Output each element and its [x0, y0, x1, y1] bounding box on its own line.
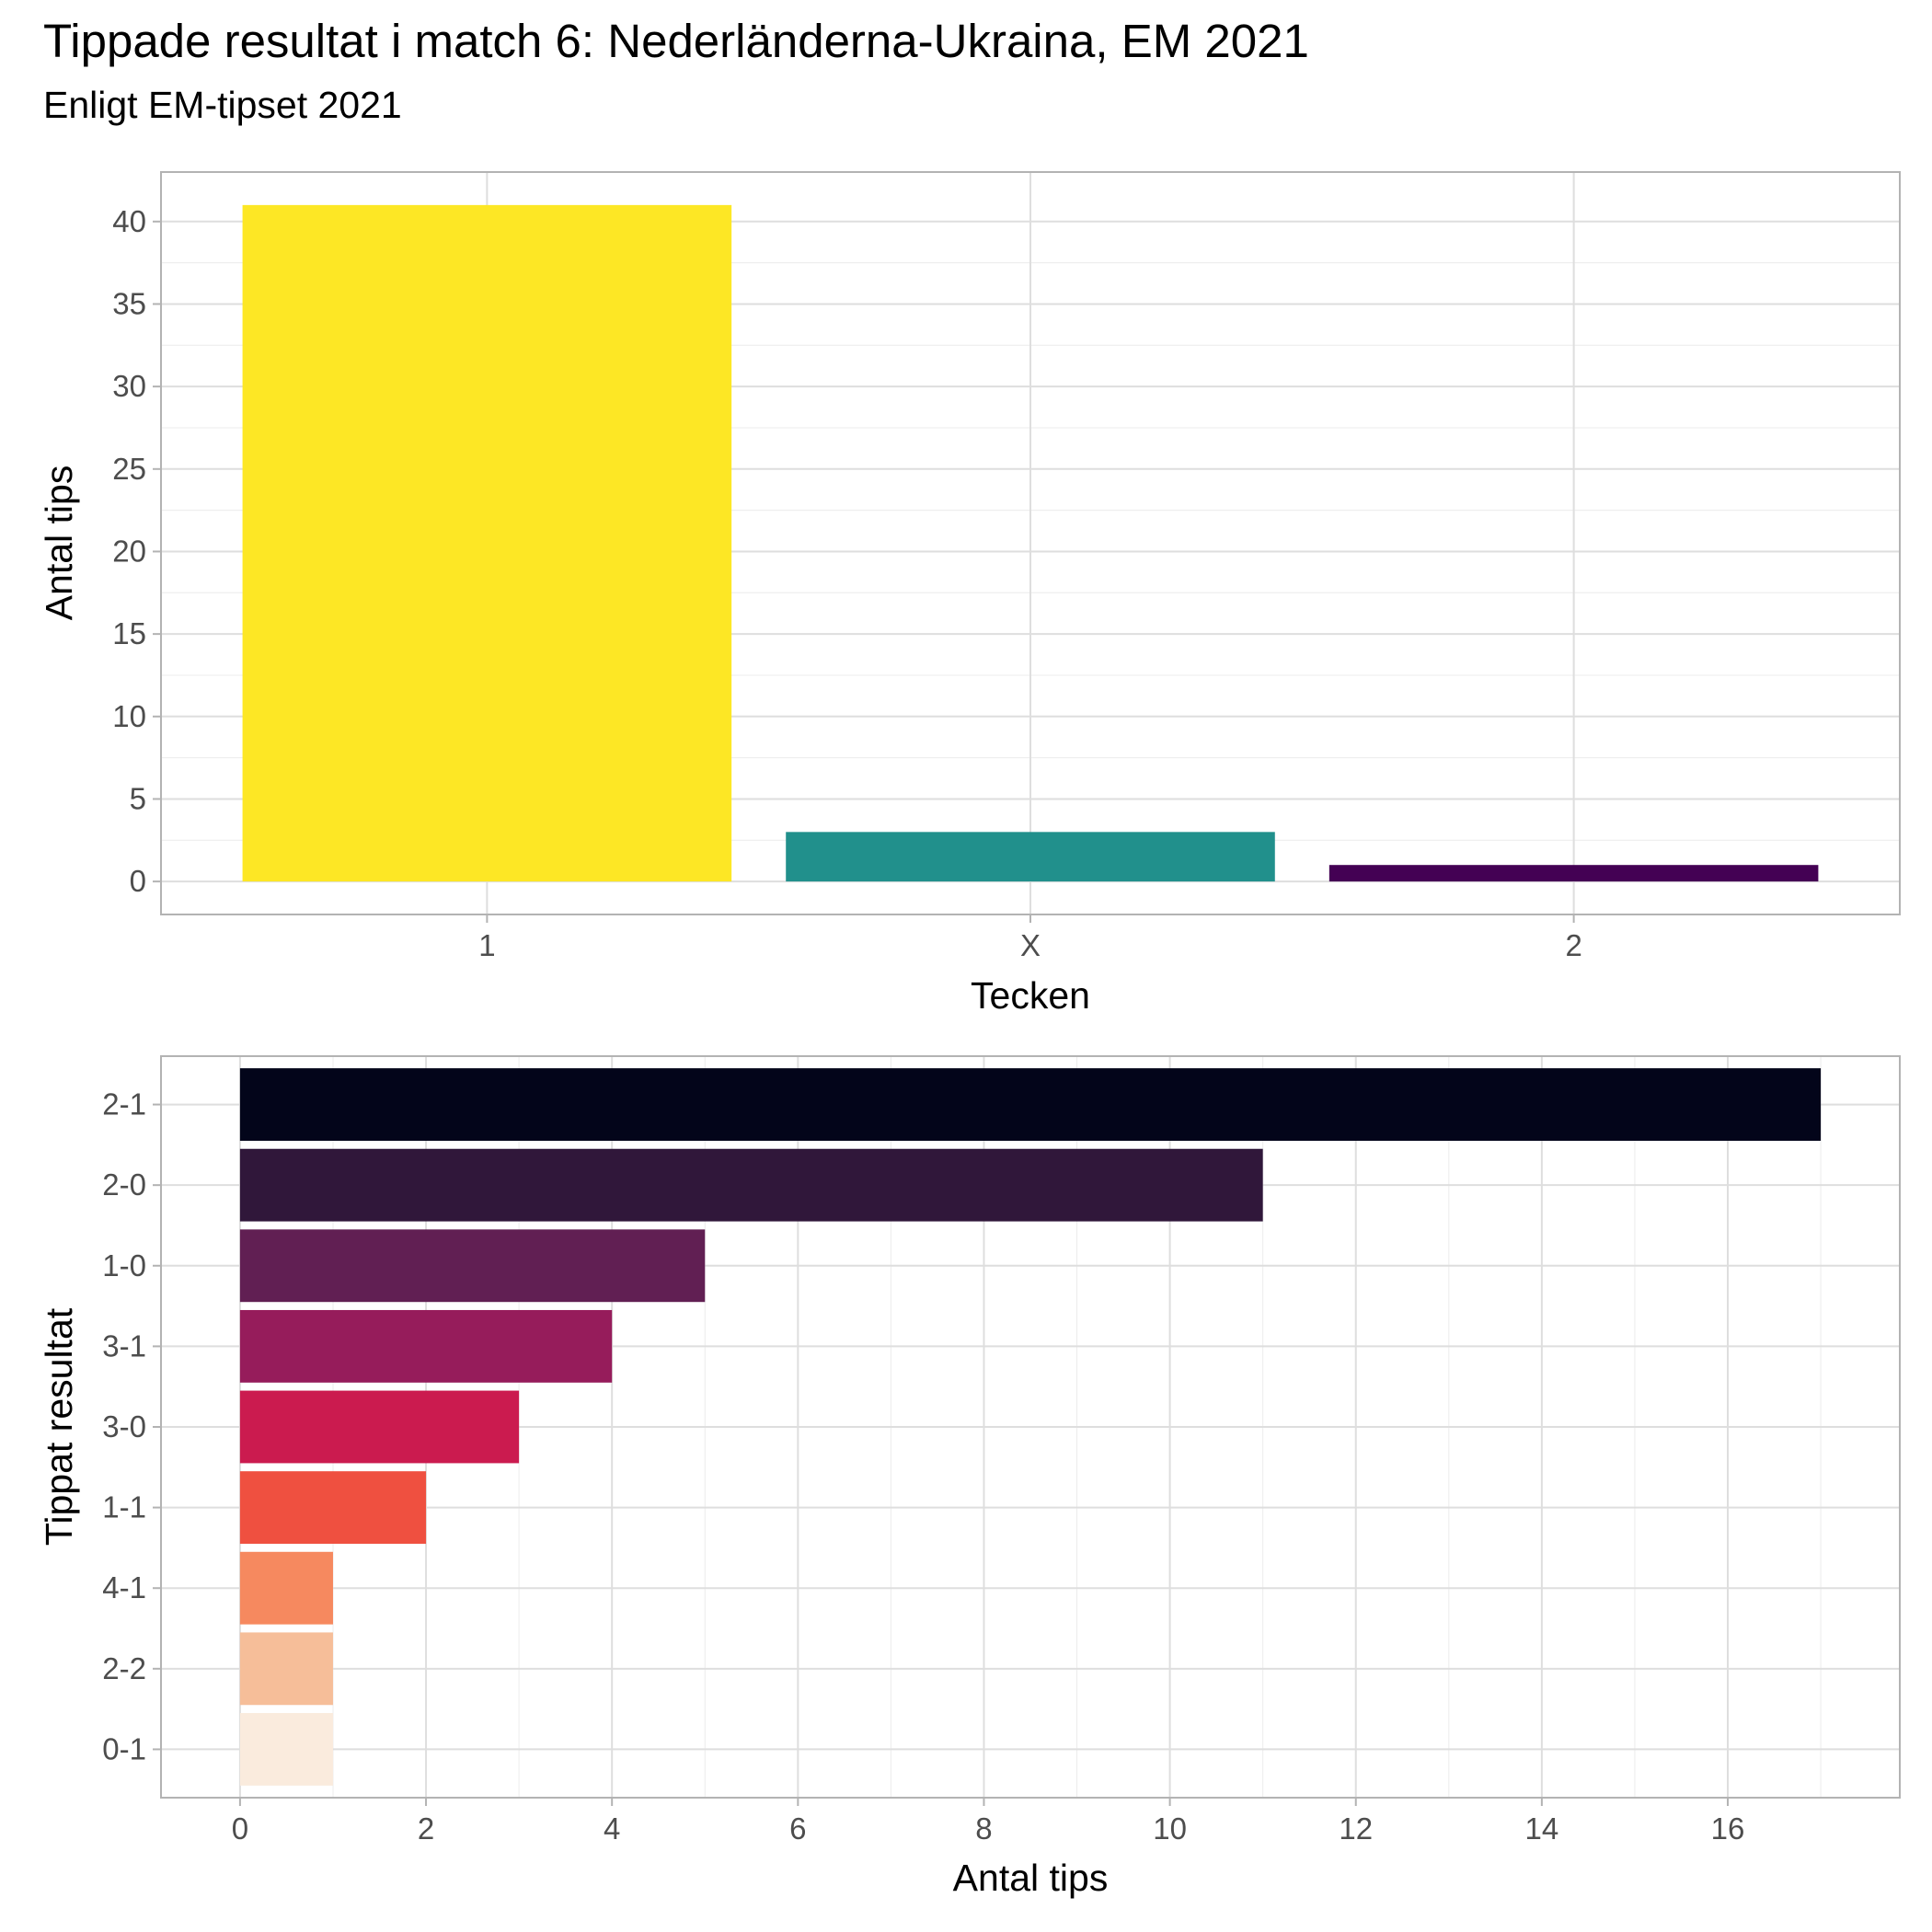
bottom-y-tick-label: 4-1 — [102, 1570, 146, 1604]
top-y-tick-label: 35 — [112, 286, 146, 320]
bottom-y-tick-label: 3-0 — [102, 1409, 146, 1443]
bottom-axes: 0 2 4 6 8 10 12 14 16 2-1 2-0 1-0 3-1 3-0 1-1 4-1 2-2 0-1 — [102, 1087, 1744, 1846]
top-y-tick-label: 20 — [112, 534, 146, 568]
bottom-x-tick-label: 12 — [1339, 1811, 1373, 1846]
top-y-axis-title: Antal tips — [38, 466, 80, 621]
bottom-bar-chart: 0 2 4 6 8 10 12 14 16 2-1 2-0 1-0 3-1 3-0 1-1 4-1 2-2 0-1… — [38, 1055, 1901, 1899]
chart-subtitle: Enligt EM-tipset 2021 — [43, 84, 402, 126]
top-x-tick-label: 1 — [478, 928, 495, 962]
bottom-x-tick-label: 0 — [232, 1811, 248, 1846]
bottom-y-tick-label: 1-1 — [102, 1490, 146, 1524]
bottom-bar — [239, 1551, 333, 1625]
top-y-tick-label: 15 — [112, 616, 146, 650]
bottom-bars — [239, 1068, 1822, 1786]
bottom-bar — [239, 1390, 520, 1464]
bottom-x-tick-label: 2 — [418, 1811, 434, 1846]
bottom-x-tick-label: 16 — [1711, 1811, 1745, 1846]
top-y-tick-label: 5 — [130, 781, 146, 815]
top-axes: 0 5 10 15 20 25 30 35 40 1 X 2 — [112, 204, 1582, 962]
top-bar — [242, 204, 732, 882]
bottom-x-tick-label: 6 — [789, 1811, 806, 1846]
top-y-tick-label: 0 — [130, 864, 146, 898]
bottom-y-tick-label: 1-0 — [102, 1248, 146, 1282]
bottom-bar — [239, 1632, 333, 1706]
bottom-x-tick-label: 10 — [1153, 1811, 1187, 1846]
bottom-bar — [239, 1229, 706, 1303]
bottom-x-tick-label: 4 — [604, 1811, 620, 1846]
bottom-y-axis-title: Tippat resultat — [38, 1307, 80, 1546]
top-y-tick-label: 30 — [112, 369, 146, 403]
top-bars — [242, 204, 1819, 882]
bottom-bar — [239, 1309, 613, 1383]
bottom-y-tick-label: 2-1 — [102, 1087, 146, 1121]
bottom-x-tick-label: 14 — [1525, 1811, 1559, 1846]
bottom-bar — [239, 1148, 1263, 1222]
bottom-bar — [239, 1068, 1822, 1141]
top-bar-chart: 0 5 10 15 20 25 30 35 40 1 X 2 Tecken Antal tips — [38, 171, 1901, 1017]
top-y-tick-label: 25 — [112, 452, 146, 486]
bottom-bar — [239, 1713, 333, 1786]
top-bar — [1328, 865, 1819, 882]
bottom-y-tick-label: 2-2 — [102, 1651, 146, 1685]
top-y-tick-label: 40 — [112, 204, 146, 238]
chart-title: Tippade resultat i match 6: Nederländern… — [43, 15, 1309, 67]
bottom-y-tick-label: 3-1 — [102, 1328, 146, 1363]
bottom-y-tick-label: 0-1 — [102, 1731, 146, 1765]
top-x-tick-label: 2 — [1565, 928, 1581, 962]
bottom-x-tick-label: 8 — [975, 1811, 992, 1846]
top-x-axis-title: Tecken — [971, 974, 1090, 1017]
top-bar — [786, 832, 1275, 882]
top-y-tick-label: 10 — [112, 699, 146, 733]
bottom-bar — [239, 1471, 427, 1545]
top-x-tick-label: X — [1020, 928, 1041, 962]
bottom-x-axis-title: Antal tips — [953, 1857, 1109, 1899]
bottom-y-tick-label: 2-0 — [102, 1167, 146, 1202]
